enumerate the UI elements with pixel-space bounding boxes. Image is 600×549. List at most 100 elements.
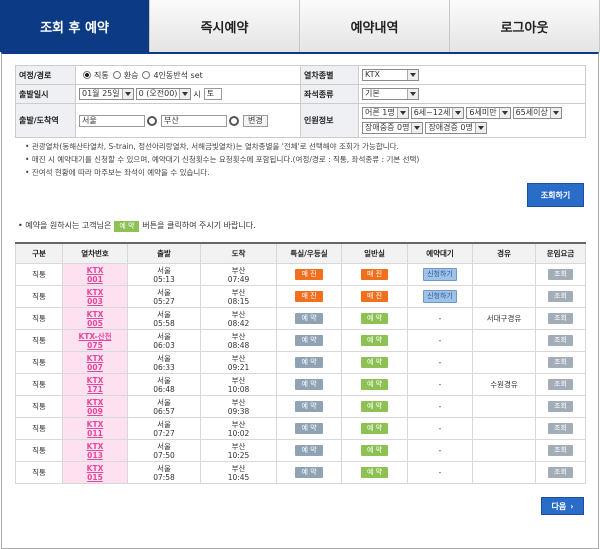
instruction: • 예약을 원하시는 고객님은 예 약 버튼을 클릭하여 주시기 바랍니다. <box>18 220 256 232</box>
train-name: KTX <box>86 287 104 297</box>
waitlist-button[interactable]: 신청하기 <box>423 290 457 303</box>
seat-button[interactable]: 예 약 <box>295 335 323 346</box>
train-number[interactable]: KTX 015 <box>62 461 128 484</box>
departure: 서울 06:48 <box>127 373 201 396</box>
seat-button[interactable]: 예 약 <box>295 467 323 478</box>
seat-button[interactable]: 예 약 <box>295 357 323 368</box>
via: 서대구경유 <box>472 307 536 330</box>
seat-select[interactable]: 기본 <box>362 88 419 100</box>
fare-button[interactable]: 조회 <box>548 357 573 368</box>
from-input[interactable]: 서울 <box>79 114 145 127</box>
passenger-select[interactable]: 장애경증 0명 <box>425 122 487 134</box>
seat-button[interactable]: 예 약 <box>360 401 389 412</box>
to-input[interactable]: 부산 <box>161 114 227 127</box>
train-number[interactable]: KTX 009 <box>62 395 128 418</box>
seat-button[interactable]: 매 진 <box>360 291 389 302</box>
time: 07:27 <box>153 428 175 438</box>
nav-tab[interactable]: 로그아웃 <box>450 0 600 52</box>
nav-tab[interactable]: 예약내역 <box>300 0 450 52</box>
train-number[interactable]: KTX 171 <box>62 373 128 396</box>
search-icon[interactable] <box>147 115 157 126</box>
form-field: 기본 <box>358 84 586 104</box>
seat-button[interactable]: 매 진 <box>295 291 323 302</box>
waitlist-button[interactable]: 신청하기 <box>423 268 457 281</box>
route-type: 직통 <box>15 395 63 418</box>
passenger-select[interactable]: 65세이상 <box>512 107 562 119</box>
seat-button[interactable]: 예 약 <box>295 423 323 434</box>
fare-button[interactable]: 조회 <box>548 269 573 280</box>
sample-button: 예 약 <box>114 221 140 232</box>
fare-button[interactable]: 조회 <box>548 467 573 478</box>
special-seat: 예 약 <box>276 461 342 484</box>
column-header: 일반실 <box>341 242 408 264</box>
train-no: 005 <box>87 318 103 328</box>
form-field: 01월 25일 0 (오전00) 시 토 <box>75 84 301 104</box>
hour-select[interactable]: 0 (오전00) <box>135 88 192 100</box>
arrival: 부산 10:25 <box>200 439 277 462</box>
column-header: 구분 <box>15 242 63 264</box>
general-seat: 예 약 <box>341 461 408 484</box>
search-button[interactable]: 조회하기 <box>527 183 584 207</box>
passenger-select[interactable]: 6세~12세 <box>410 107 465 119</box>
next-button[interactable]: 다음 › <box>541 497 584 515</box>
train-number[interactable]: KTX-산천 075 <box>62 329 128 352</box>
passenger-select[interactable]: 6세미만 <box>466 107 511 119</box>
seat-button[interactable]: 예 약 <box>360 357 389 368</box>
seat-button[interactable]: 예 약 <box>360 335 389 346</box>
search-icon[interactable] <box>229 115 239 126</box>
departure: 서울 07:50 <box>127 439 201 462</box>
train-no: 075 <box>87 340 103 350</box>
form-label: 출발/도착역 <box>15 103 76 138</box>
train-number[interactable]: KTX 003 <box>62 285 128 308</box>
fare-button[interactable]: 조회 <box>548 401 573 412</box>
train-number[interactable]: KTX 013 <box>62 439 128 462</box>
seat-button[interactable]: 예 약 <box>295 313 323 324</box>
fare-button[interactable]: 조회 <box>548 313 573 324</box>
via-text: 서대구경유 <box>486 314 522 323</box>
radio-button[interactable] <box>83 71 91 79</box>
train-number[interactable]: KTX 007 <box>62 351 128 374</box>
seat-button[interactable]: 예 약 <box>295 401 323 412</box>
seat-button[interactable]: 예 약 <box>360 423 389 434</box>
general-seat: 예 약 <box>341 373 408 396</box>
train-number[interactable]: KTX 005 <box>62 307 128 330</box>
seat-button[interactable]: 매 진 <box>295 269 323 280</box>
waitlist: - <box>407 329 473 352</box>
fare-button[interactable]: 조회 <box>548 291 573 302</box>
waitlist-text: - <box>438 424 442 433</box>
general-seat: 매 진 <box>341 263 408 286</box>
seat-button[interactable]: 예 약 <box>360 379 389 390</box>
seat-button[interactable]: 예 약 <box>295 379 323 390</box>
station: 부산 <box>231 287 246 297</box>
seat-button[interactable]: 매 진 <box>360 269 389 280</box>
notice-text: 관광열차(동해산타열차, S-train, 정선아리랑열차, 서해금빛열차)는 … <box>31 142 399 151</box>
fare-button[interactable]: 조회 <box>548 423 573 434</box>
bullet: • <box>18 221 26 230</box>
arrival: 부산 09:38 <box>200 395 277 418</box>
via <box>472 285 536 308</box>
departure: 서울 05:58 <box>127 307 201 330</box>
train-number[interactable]: KTX 011 <box>62 417 128 440</box>
passenger-select[interactable]: 어른 1명 <box>362 107 409 119</box>
passenger-select[interactable]: 장애중증 0명 <box>362 122 424 134</box>
seat-button[interactable]: 예 약 <box>360 445 389 456</box>
fare-button[interactable]: 조회 <box>548 335 573 346</box>
nav-tab[interactable]: 조회 후 예약 <box>0 0 150 52</box>
radio-button[interactable] <box>142 71 151 79</box>
fare-button[interactable]: 조회 <box>548 379 573 390</box>
seat-button[interactable]: 예 약 <box>360 313 389 324</box>
departure: 서울 07:58 <box>127 461 201 484</box>
radio-button[interactable] <box>112 71 121 79</box>
date-select[interactable]: 01월 25일 <box>79 88 134 100</box>
train-type-select[interactable]: KTX <box>362 69 419 81</box>
fare-button[interactable]: 조회 <box>548 445 573 456</box>
special-seat: 예 약 <box>276 329 342 352</box>
change-button[interactable]: 변경 <box>243 114 268 127</box>
train-number[interactable]: KTX 001 <box>62 263 128 286</box>
seat-button[interactable]: 예 약 <box>360 467 389 478</box>
header-row: 구분 열차번호 출발 도착 특실/우등실 일반실 예약대기 경유 운임요금 <box>15 242 586 264</box>
nav-tab[interactable]: 즉시예약 <box>150 0 300 52</box>
fare: 조회 <box>535 351 586 374</box>
station: 부산 <box>231 331 246 341</box>
seat-button[interactable]: 예 약 <box>295 445 323 456</box>
